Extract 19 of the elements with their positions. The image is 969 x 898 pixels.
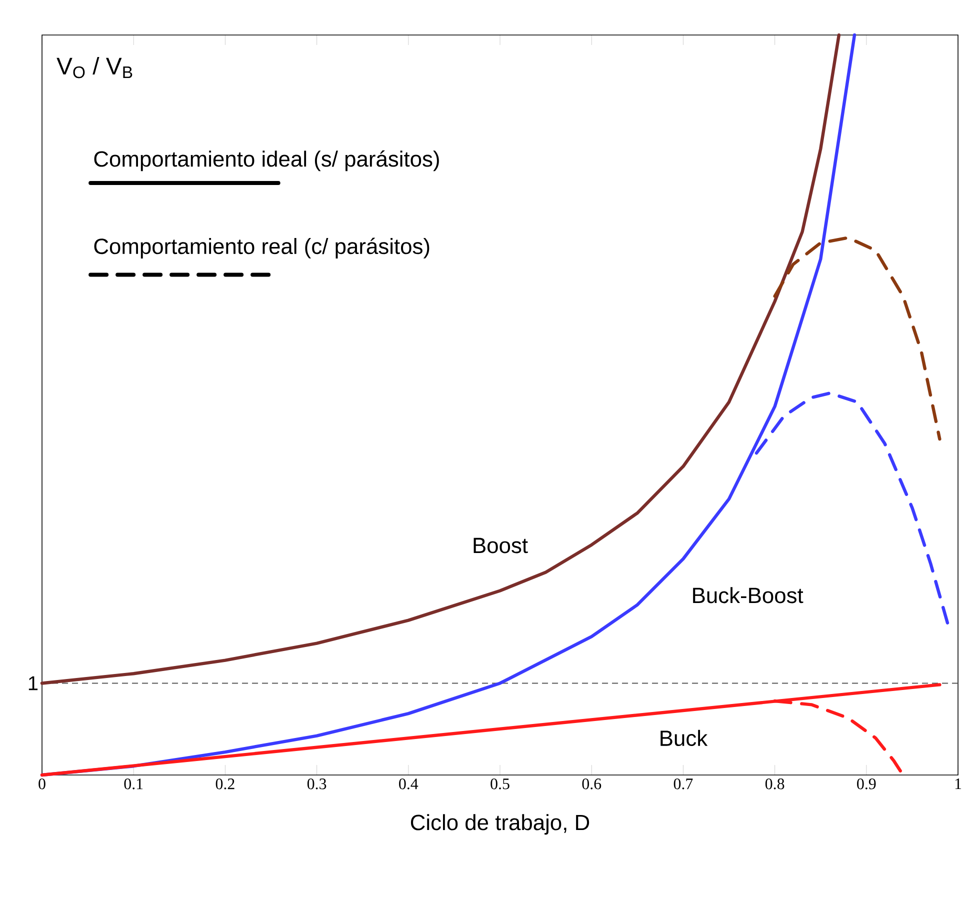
- x-axis-title: Ciclo de trabajo, D: [410, 814, 590, 835]
- annotation: Comportamiento ideal (s/ parásitos): [94, 150, 439, 172]
- x-tick-label: 0.6: [582, 778, 602, 790]
- x-tick-label: 0.2: [216, 778, 234, 790]
- x-tick-label: 0.9: [857, 778, 876, 790]
- x-tick-label: 0.3: [307, 778, 326, 790]
- x-tick-label: 0.8: [765, 778, 784, 790]
- y-axis-title: V$_{O}$ / V$_{B}$: [56, 56, 132, 78]
- x-tick-label: 0.1: [124, 778, 143, 790]
- x-tick-label: 0: [38, 778, 46, 790]
- annotation: Comportamiento real (c/ parásitos): [94, 238, 430, 258]
- series-label: Boost: [474, 538, 528, 554]
- series-label: Buck-Boost: [693, 587, 804, 604]
- series-label: Buck: [660, 730, 708, 746]
- x-tick-label: 0.7: [674, 778, 693, 790]
- text: 1: [28, 676, 38, 690]
- x-tick-label: 0.4: [399, 778, 418, 790]
- x-tick-label: 1: [955, 778, 962, 790]
- x-tick-label: 0.5: [490, 778, 510, 790]
